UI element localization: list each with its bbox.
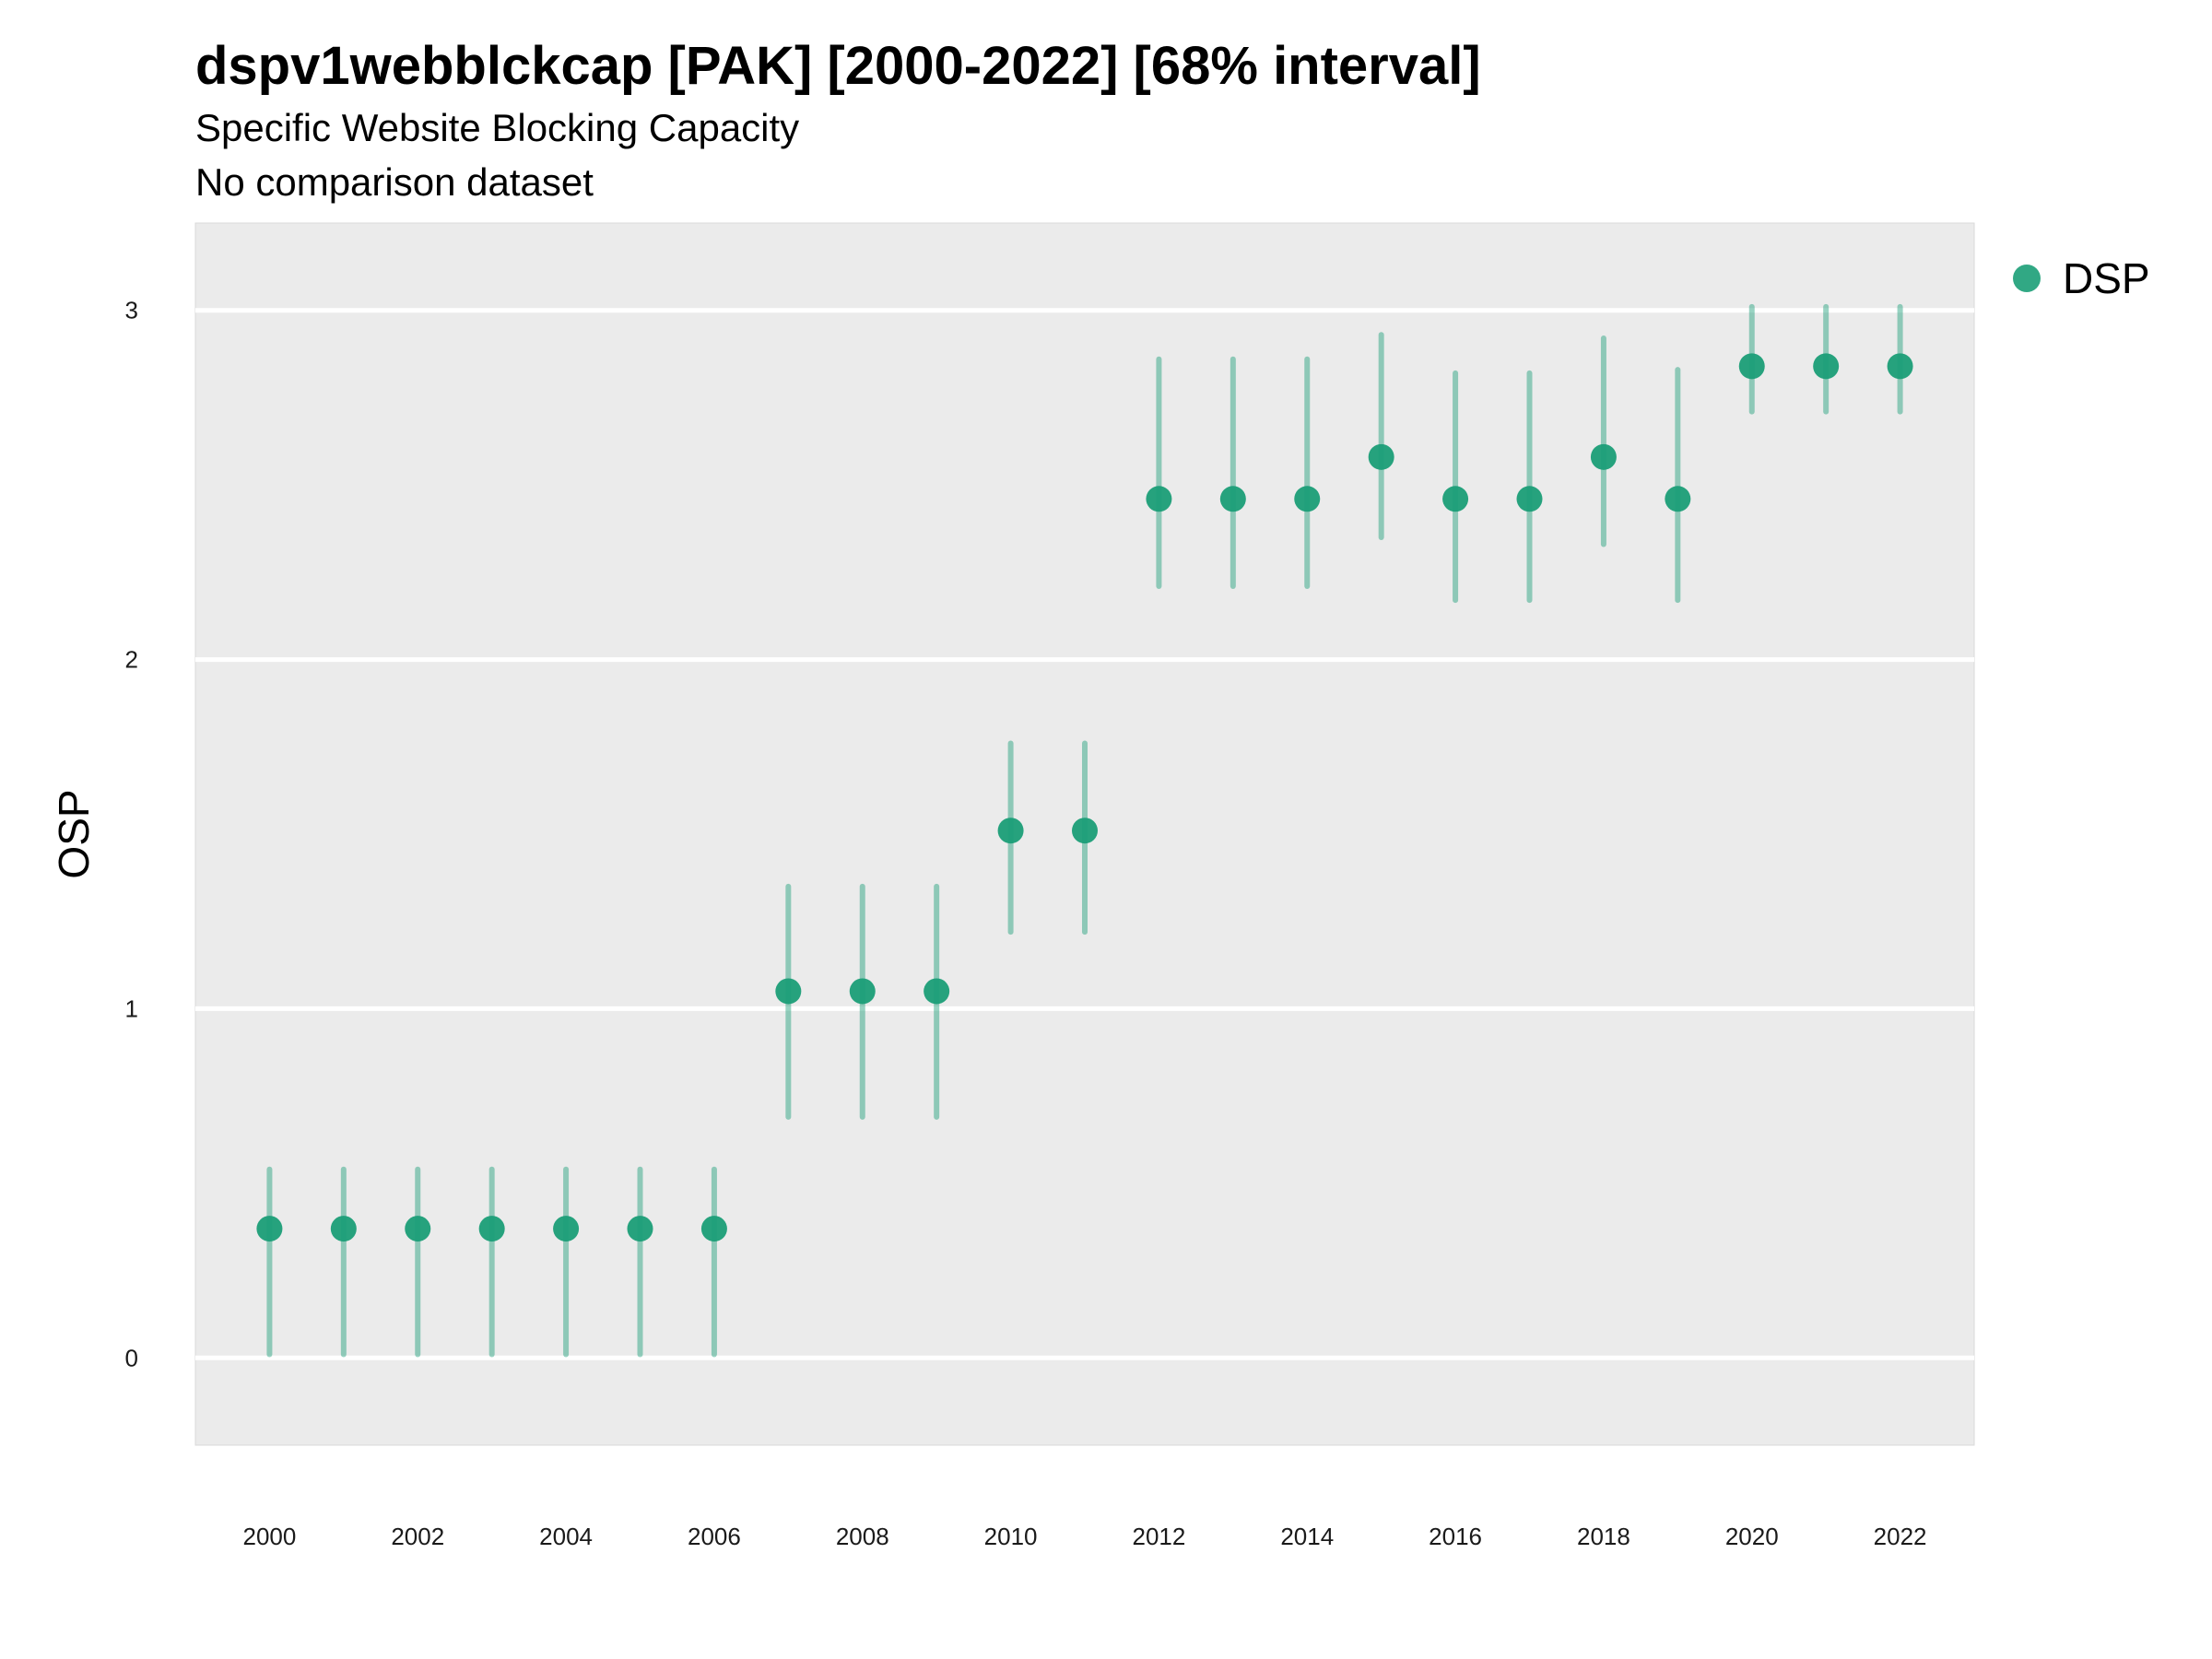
data-point-2014 [1294, 486, 1321, 512]
x-tick-label: 2008 [836, 1523, 889, 1550]
legend-key-dsp [2013, 265, 2041, 292]
x-axis-ticks: 2000 2002 2004 2006 2008 2010 2012 2014 2016 2018… [242, 1523, 1926, 1550]
data-point-2000 [256, 1216, 283, 1242]
data-point-2007 [775, 978, 802, 1005]
x-tick-label: 2022 [1874, 1523, 1927, 1550]
y-tick-label: 0 [125, 1344, 138, 1371]
data-point-2009 [924, 978, 950, 1005]
x-tick-label: 2004 [539, 1523, 593, 1550]
chart-subtitle-comparison: No comparison dataset [195, 160, 594, 204]
x-tick-label: 2020 [1725, 1523, 1779, 1550]
x-tick-label: 2018 [1577, 1523, 1630, 1550]
x-tick-label: 2000 [242, 1523, 296, 1550]
y-tick-label: 2 [125, 646, 138, 674]
y-axis-ticks: 0 1 2 3 [125, 297, 138, 1372]
x-tick-label: 2006 [688, 1523, 741, 1550]
y-axis-title: OSP [50, 789, 98, 878]
legend-label-dsp: DSP [2063, 254, 2150, 302]
data-point-2006 [700, 1216, 727, 1242]
data-point-2013 [1219, 486, 1246, 512]
data-point-2002 [405, 1216, 431, 1242]
grid-lines [195, 308, 1974, 1360]
data-point-2018 [1590, 443, 1617, 470]
chart-title: dspv1webblckcap [PAK] [2000-2022] [68% i… [195, 36, 1481, 96]
data-point-2005 [627, 1216, 653, 1242]
data-point-2019 [1665, 486, 1691, 512]
data-point-2001 [330, 1216, 357, 1242]
x-tick-label: 2016 [1429, 1523, 1482, 1550]
data-point-2015 [1368, 443, 1394, 470]
data-point-2004 [553, 1216, 580, 1242]
x-tick-label: 2012 [1132, 1523, 1185, 1550]
data-point-2022 [1887, 353, 1913, 380]
data-point-2008 [849, 978, 876, 1005]
data-point-2021 [1813, 353, 1840, 380]
x-tick-label: 2014 [1280, 1523, 1334, 1550]
chart-subtitle: Specific Website Blocking Capacity [195, 106, 800, 149]
data-point-2016 [1442, 486, 1469, 512]
data-point-2003 [478, 1216, 505, 1242]
data-point-2011 [1072, 818, 1098, 844]
x-tick-label: 2002 [391, 1523, 444, 1550]
data-point-2020 [1738, 353, 1765, 380]
data-points [256, 353, 1913, 1242]
data-point-2012 [1146, 486, 1172, 512]
y-tick-label: 3 [125, 297, 138, 324]
data-point-2017 [1516, 486, 1543, 512]
y-tick-label: 1 [125, 994, 138, 1022]
x-tick-label: 2010 [984, 1523, 1038, 1550]
legend: DSP [2013, 254, 2150, 302]
data-point-2010 [997, 818, 1024, 844]
